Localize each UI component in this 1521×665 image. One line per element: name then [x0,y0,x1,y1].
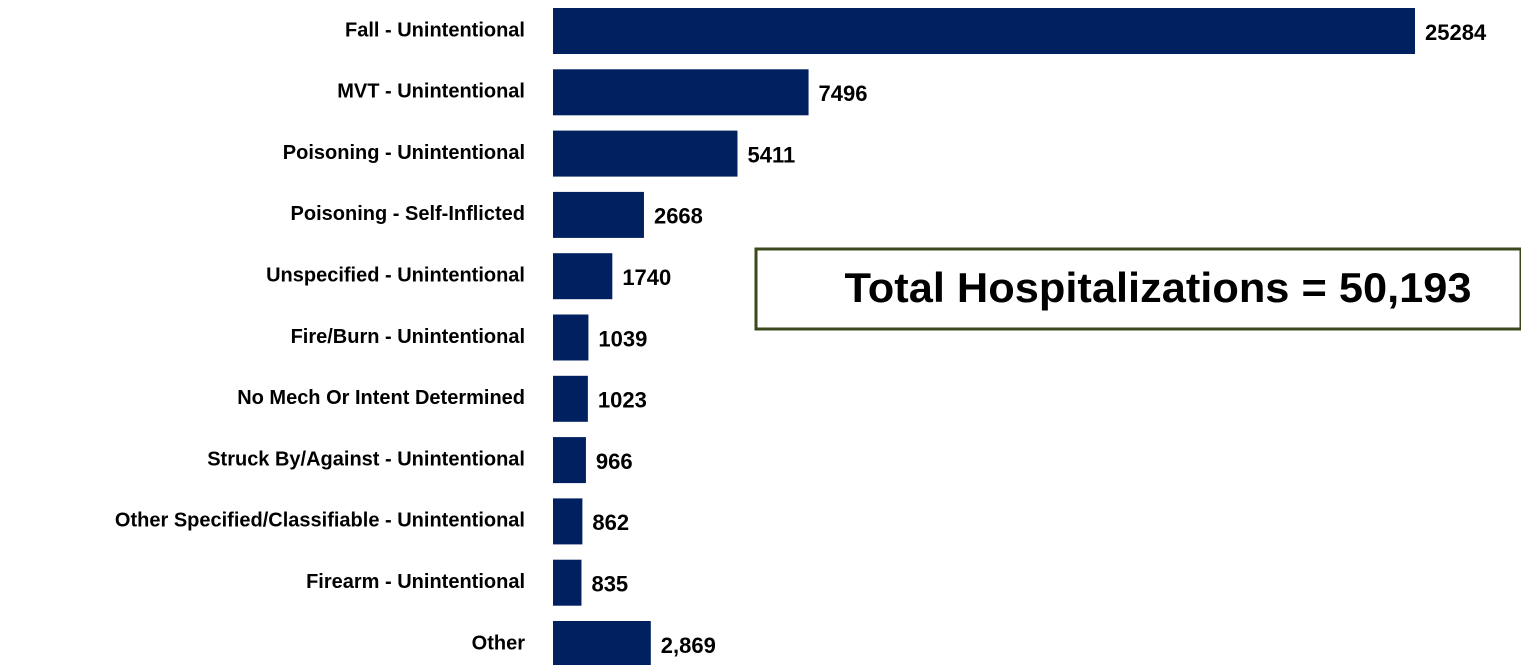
data-label: 966 [596,449,633,474]
data-label: 2,869 [661,633,716,658]
bar [553,437,586,484]
bar [553,130,738,177]
category-label: Other [472,632,526,654]
data-label: 2668 [654,204,703,229]
bar [553,8,1415,54]
category-label: Poisoning - Unintentional [283,142,525,164]
data-label: 25284 [1425,20,1487,45]
data-label: 835 [591,572,628,597]
category-label: Fire/Burn - Unintentional [291,326,525,348]
category-label: Firearm - Unintentional [306,571,525,593]
category-label: Unspecified - Unintentional [266,264,525,286]
bar [553,498,583,545]
data-label: 5411 [747,142,795,167]
bar [553,253,613,300]
category-label: Poisoning - Self-Inflicted [291,203,525,225]
bar [553,559,582,606]
bar [553,69,809,116]
data-label: 862 [592,510,629,535]
bar [553,375,588,422]
category-label: Fall - Unintentional [345,19,525,41]
category-label: Struck By/Against - Unintentional [207,448,525,470]
data-label: 7496 [819,81,868,106]
data-label: 1023 [598,388,647,413]
bar [553,621,651,665]
data-label: 1740 [622,265,671,290]
category-label: MVT - Unintentional [337,81,525,103]
data-label: 1039 [598,326,647,351]
annotation: Total Hospitalizations = 50,193 [845,264,1472,311]
bar [553,191,644,238]
category-label: Other Specified/Classifiable - Unintenti… [115,510,525,532]
category-label: No Mech Or Intent Determined [237,387,525,409]
annotation-box [754,247,1521,331]
bar [553,314,589,361]
